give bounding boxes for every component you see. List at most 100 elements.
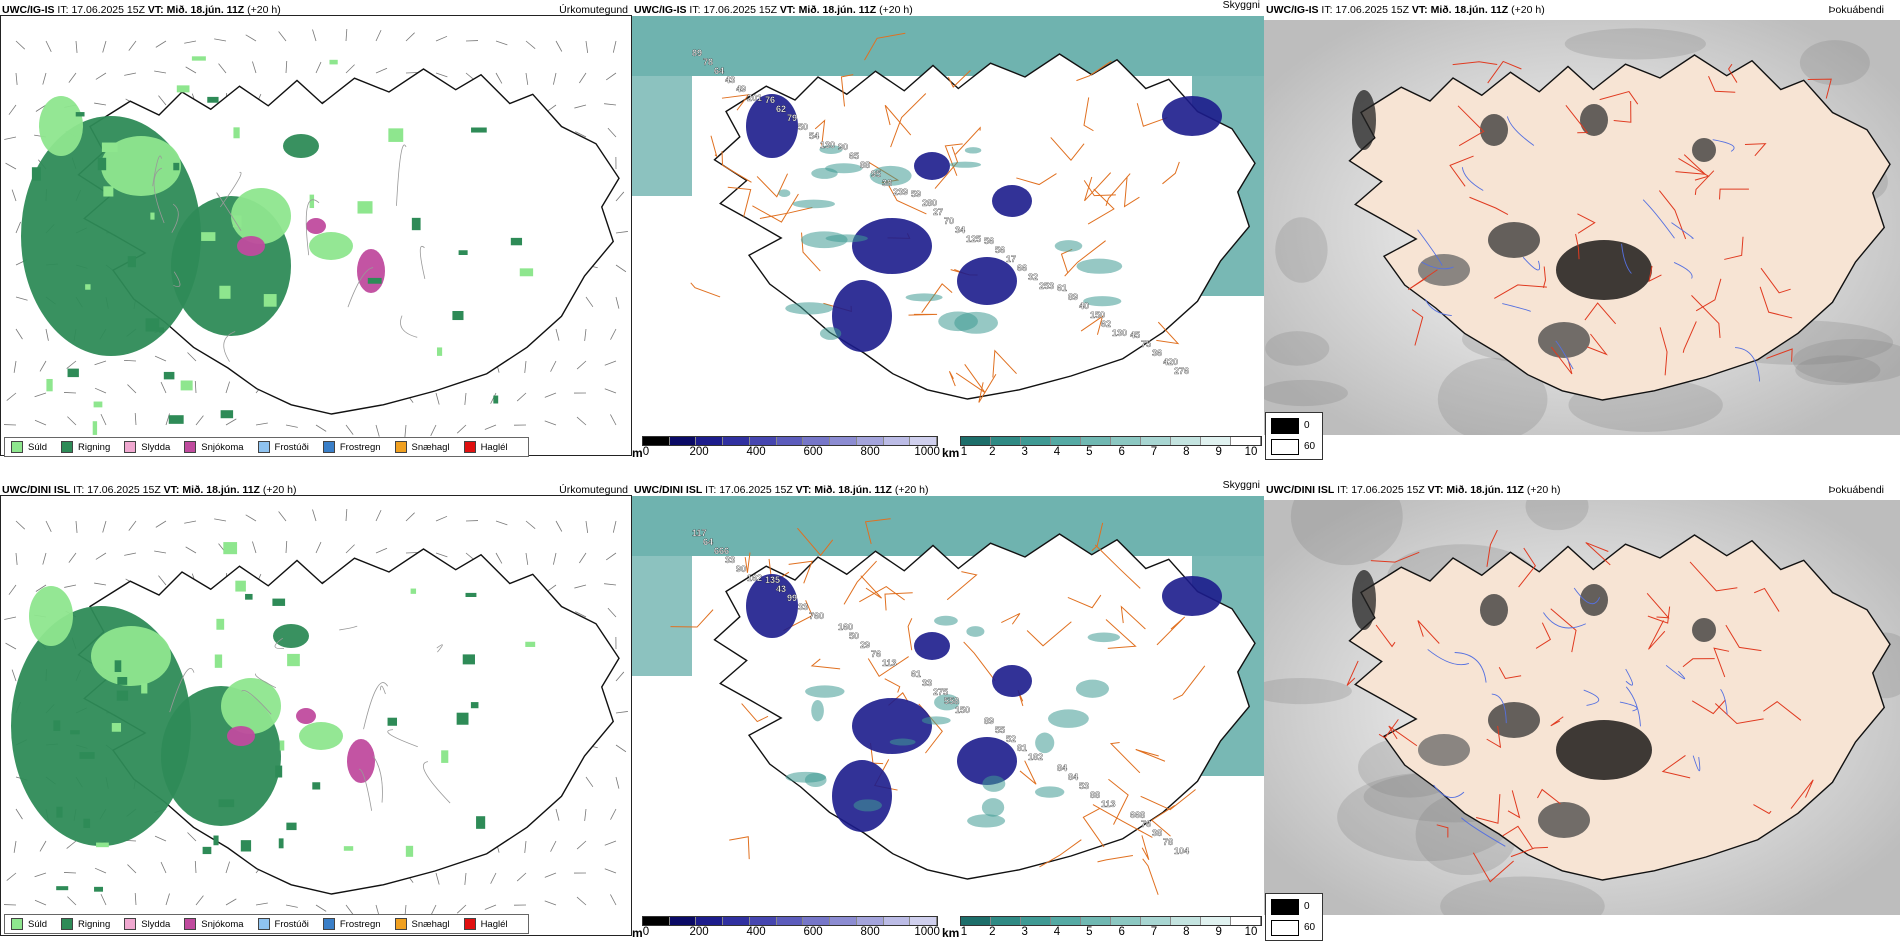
road [1760, 267, 1791, 294]
precip-cell [97, 157, 107, 171]
road-network [670, 518, 1206, 895]
road [721, 94, 750, 111]
wind-barb [604, 360, 617, 366]
wind-barb [66, 360, 77, 369]
precip-cell [471, 127, 487, 133]
road [1753, 804, 1772, 815]
wind-barb [375, 29, 382, 42]
low-visibility-area [785, 302, 833, 315]
river-line [387, 729, 418, 748]
river-line [153, 167, 165, 224]
precip-area [309, 232, 353, 260]
wind-barb [464, 392, 467, 405]
wind-barb [64, 584, 77, 588]
precip-cell [96, 842, 109, 848]
road [1346, 660, 1359, 686]
colorbar-tick-label: 10 [1244, 446, 1258, 458]
road [1457, 105, 1485, 147]
low-visibility-area [982, 775, 1006, 792]
ceiling-label: 113 [882, 658, 897, 668]
precip-cell [286, 822, 297, 831]
wind-barb [95, 552, 107, 560]
wind-barb [456, 424, 467, 434]
ceiling-label: 113 [1101, 799, 1116, 809]
precip-cell [493, 395, 499, 404]
ceiling-label: 33 [922, 678, 932, 688]
wind-barb [252, 61, 257, 74]
river-line [216, 192, 242, 231]
wind-barb [8, 584, 17, 595]
low-ceiling-area [832, 760, 892, 832]
wind-barb [124, 72, 137, 76]
wind-barb [574, 584, 587, 589]
low-visibility-area [954, 311, 998, 334]
road [1001, 613, 1021, 625]
wind-barb [94, 102, 107, 106]
ceiling-label: 150 [955, 705, 970, 715]
road [1083, 180, 1116, 197]
legend-item-drizzle: Súld [11, 918, 47, 930]
precip-cell [309, 194, 315, 209]
low-visibility-area [889, 738, 916, 746]
ceiling-label: 34 [955, 225, 965, 235]
wind-barb [375, 67, 388, 74]
fog-map [1264, 20, 1900, 435]
colorbar-tick-label: 1000 [914, 446, 940, 458]
low-ceiling-area [1162, 96, 1222, 136]
ceiling-label: 182 [1028, 752, 1043, 762]
wind-barb [524, 360, 527, 373]
visibility-strip [960, 916, 1262, 926]
wind-barb [345, 509, 348, 522]
colorbar-segment [1231, 917, 1261, 925]
low-visibility-area [811, 699, 824, 722]
precip-cell [452, 311, 464, 321]
colorbar-segment [723, 917, 750, 925]
ceiling-label: 760 [809, 611, 824, 621]
wind-barb [345, 64, 355, 74]
wind-barb [612, 520, 617, 533]
ceiling-map-svg: 117 135 160 61 89 84 668 64 43 50 33 55 84 76 666 99 29 2… [632, 496, 1264, 916]
road [1378, 719, 1399, 739]
road [1142, 858, 1159, 895]
road [1807, 78, 1832, 99]
road [1661, 755, 1691, 779]
colorbar-segment [643, 437, 670, 445]
vt-value: Mið. 18.jún. 11Z [166, 4, 245, 16]
wind-barb [160, 381, 167, 394]
wind-barb [615, 776, 620, 789]
fog-field [1437, 357, 1548, 435]
vt-label: VT: [1411, 4, 1428, 16]
fog-scale: 0 60 [1265, 412, 1323, 460]
road [864, 518, 891, 545]
legend-swatch [184, 918, 197, 930]
wind-barb [154, 355, 167, 362]
wind-barb [45, 520, 52, 532]
precip-cell [213, 835, 219, 846]
ceiling-label: 49 [736, 84, 746, 94]
wind-barb [544, 420, 557, 426]
it-label: IT: [689, 4, 701, 16]
river-line [379, 685, 386, 695]
precip-cell [168, 415, 184, 424]
wind-barb [184, 40, 197, 44]
road [1082, 808, 1105, 848]
wind-barb [155, 40, 167, 48]
legend-item-freezing-rain: Frostregn [322, 441, 381, 453]
wind-barb [252, 541, 257, 554]
precip-area [237, 236, 265, 256]
road [1550, 716, 1564, 727]
wind-barb [604, 103, 617, 106]
legend-swatch [61, 918, 74, 930]
road [1510, 846, 1548, 858]
fog-index-area [1352, 90, 1376, 150]
ceiling-label: 95 [871, 169, 881, 179]
legend-item-hail: Haglél [463, 441, 508, 453]
wind-barb [605, 552, 617, 561]
it-value: 17.06.2025 15Z [87, 484, 161, 496]
river [1583, 689, 1600, 706]
ceiling-map: 89 76 90 59 56 61 45 78 62 65 280 56 89 75 64 79 88 27 17 4… [632, 16, 1264, 436]
precip-map [0, 15, 632, 456]
fog-value-60: 60 [1304, 922, 1316, 933]
river-line [347, 267, 374, 308]
wind-barb [102, 40, 107, 53]
